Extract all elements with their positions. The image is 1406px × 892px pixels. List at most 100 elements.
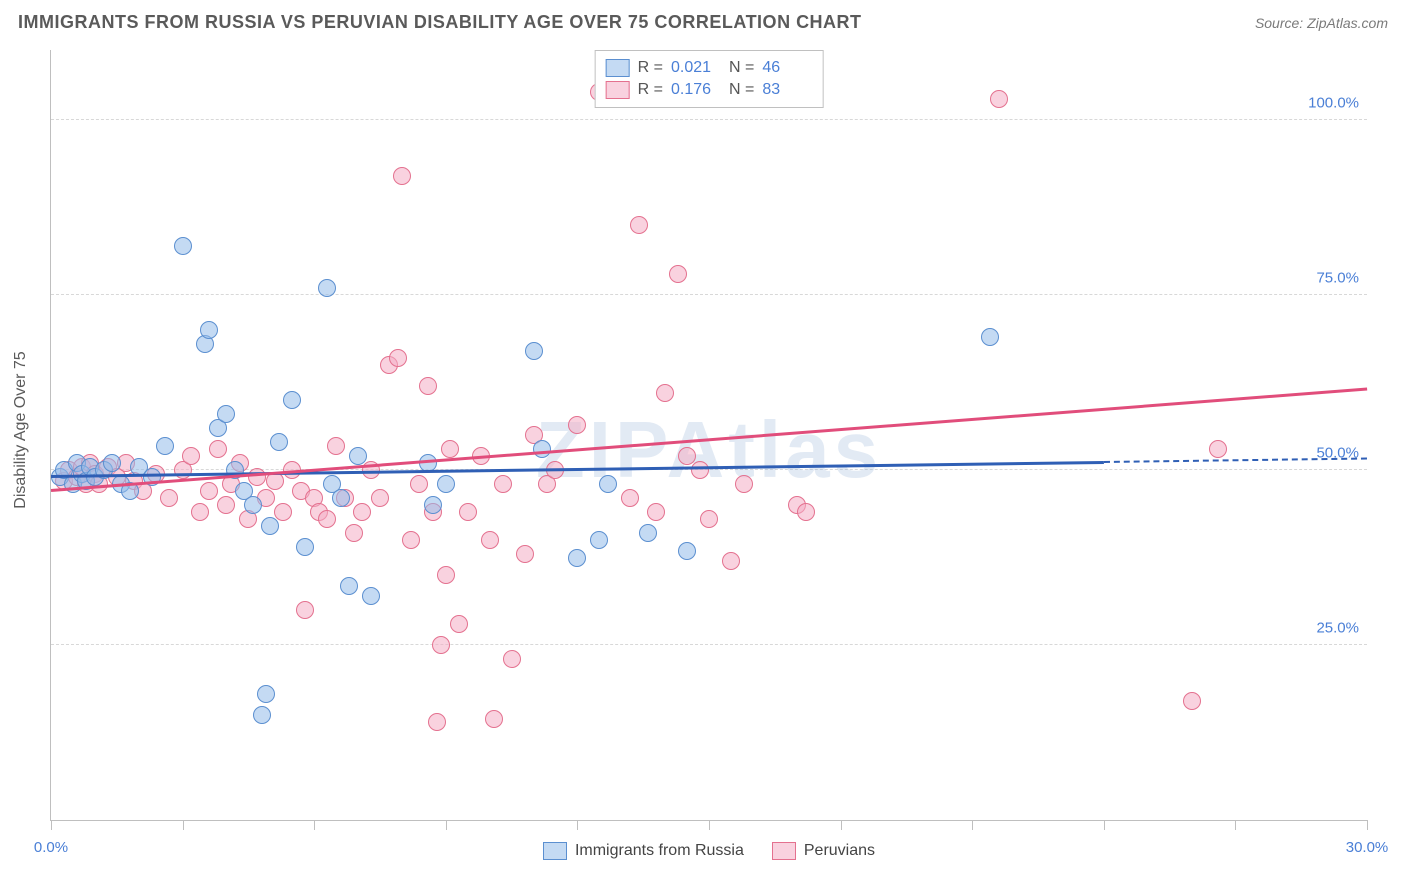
- x-tick-label: 30.0%: [1346, 839, 1389, 856]
- data-point-peru: [722, 552, 740, 570]
- data-point-russia: [257, 685, 275, 703]
- data-point-russia: [424, 496, 442, 514]
- n-label: N =: [729, 81, 754, 99]
- data-point-peru: [630, 216, 648, 234]
- data-point-peru: [217, 496, 235, 514]
- x-tick: [577, 820, 578, 830]
- data-point-peru: [735, 475, 753, 493]
- x-tick: [841, 820, 842, 830]
- x-tick: [446, 820, 447, 830]
- data-point-russia: [156, 437, 174, 455]
- data-point-russia: [283, 391, 301, 409]
- data-point-peru: [503, 650, 521, 668]
- data-point-russia: [332, 489, 350, 507]
- legend-item-peru: Peruvians: [772, 842, 875, 860]
- data-point-peru: [274, 503, 292, 521]
- data-point-russia: [244, 496, 262, 514]
- data-point-peru: [656, 384, 674, 402]
- n-value-peru: 83: [762, 81, 812, 99]
- data-point-peru: [647, 503, 665, 521]
- x-tick: [1235, 820, 1236, 830]
- scatter-plot-area: ZIPAtlas R = 0.021 N = 46 R = 0.176 N = …: [50, 50, 1367, 821]
- data-point-peru: [318, 510, 336, 528]
- data-point-russia: [261, 517, 279, 535]
- y-axis-title: Disability Age Over 75: [12, 351, 30, 508]
- data-point-peru: [990, 90, 1008, 108]
- data-point-russia: [981, 328, 999, 346]
- r-value-peru: 0.176: [671, 81, 721, 99]
- data-point-peru: [459, 503, 477, 521]
- data-point-russia: [639, 524, 657, 542]
- data-point-peru: [797, 503, 815, 521]
- data-point-peru: [296, 601, 314, 619]
- gridline-h: [51, 119, 1367, 120]
- swatch-peru: [606, 81, 630, 99]
- data-point-peru: [248, 468, 266, 486]
- data-point-peru: [410, 475, 428, 493]
- data-point-peru: [160, 489, 178, 507]
- data-point-russia: [270, 433, 288, 451]
- data-point-peru: [353, 503, 371, 521]
- data-point-russia: [437, 475, 455, 493]
- data-point-peru: [402, 531, 420, 549]
- source-attribution: Source: ZipAtlas.com: [1255, 15, 1388, 31]
- data-point-peru: [432, 636, 450, 654]
- data-point-peru: [345, 524, 363, 542]
- series-label-russia: Immigrants from Russia: [575, 842, 744, 860]
- chart-title: IMMIGRANTS FROM RUSSIA VS PERUVIAN DISAB…: [18, 12, 862, 33]
- data-point-russia: [296, 538, 314, 556]
- x-tick-label: 0.0%: [34, 839, 68, 856]
- gridline-h: [51, 644, 1367, 645]
- correlation-legend: R = 0.021 N = 46 R = 0.176 N = 83: [595, 50, 824, 108]
- legend-row-peru: R = 0.176 N = 83: [606, 79, 813, 101]
- data-point-russia: [217, 405, 235, 423]
- data-point-russia: [599, 475, 617, 493]
- data-point-russia: [349, 447, 367, 465]
- data-point-russia: [678, 542, 696, 560]
- y-tick-label: 25.0%: [1314, 620, 1361, 637]
- data-point-peru: [485, 710, 503, 728]
- chart-header: IMMIGRANTS FROM RUSSIA VS PERUVIAN DISAB…: [18, 12, 1388, 33]
- data-point-peru: [1183, 692, 1201, 710]
- y-tick-label: 100.0%: [1306, 95, 1361, 112]
- data-point-peru: [371, 489, 389, 507]
- r-value-russia: 0.021: [671, 59, 721, 77]
- data-point-peru: [621, 489, 639, 507]
- swatch-russia: [606, 59, 630, 77]
- n-value-russia: 46: [762, 59, 812, 77]
- data-point-russia: [174, 237, 192, 255]
- swatch-russia: [543, 842, 567, 860]
- x-tick: [972, 820, 973, 830]
- x-tick: [1104, 820, 1105, 830]
- x-tick: [1367, 820, 1368, 830]
- data-point-peru: [419, 377, 437, 395]
- data-point-russia: [525, 342, 543, 360]
- data-point-peru: [428, 713, 446, 731]
- data-point-peru: [669, 265, 687, 283]
- series-legend: Immigrants from Russia Peruvians: [51, 842, 1367, 860]
- data-point-russia: [318, 279, 336, 297]
- data-point-peru: [494, 475, 512, 493]
- data-point-peru: [191, 503, 209, 521]
- data-point-peru: [450, 615, 468, 633]
- data-point-peru: [389, 349, 407, 367]
- data-point-russia: [103, 454, 121, 472]
- data-point-peru: [481, 531, 499, 549]
- legend-item-russia: Immigrants from Russia: [543, 842, 744, 860]
- legend-row-russia: R = 0.021 N = 46: [606, 57, 813, 79]
- data-point-russia: [362, 587, 380, 605]
- data-point-peru: [516, 545, 534, 563]
- data-point-peru: [1209, 440, 1227, 458]
- data-point-russia: [340, 577, 358, 595]
- series-label-peru: Peruvians: [804, 842, 875, 860]
- data-point-peru: [200, 482, 218, 500]
- x-tick: [709, 820, 710, 830]
- gridline-h: [51, 294, 1367, 295]
- data-point-peru: [441, 440, 459, 458]
- x-tick: [314, 820, 315, 830]
- n-label: N =: [729, 59, 754, 77]
- data-point-peru: [209, 440, 227, 458]
- r-label: R =: [638, 81, 663, 99]
- data-point-russia: [590, 531, 608, 549]
- data-point-peru: [182, 447, 200, 465]
